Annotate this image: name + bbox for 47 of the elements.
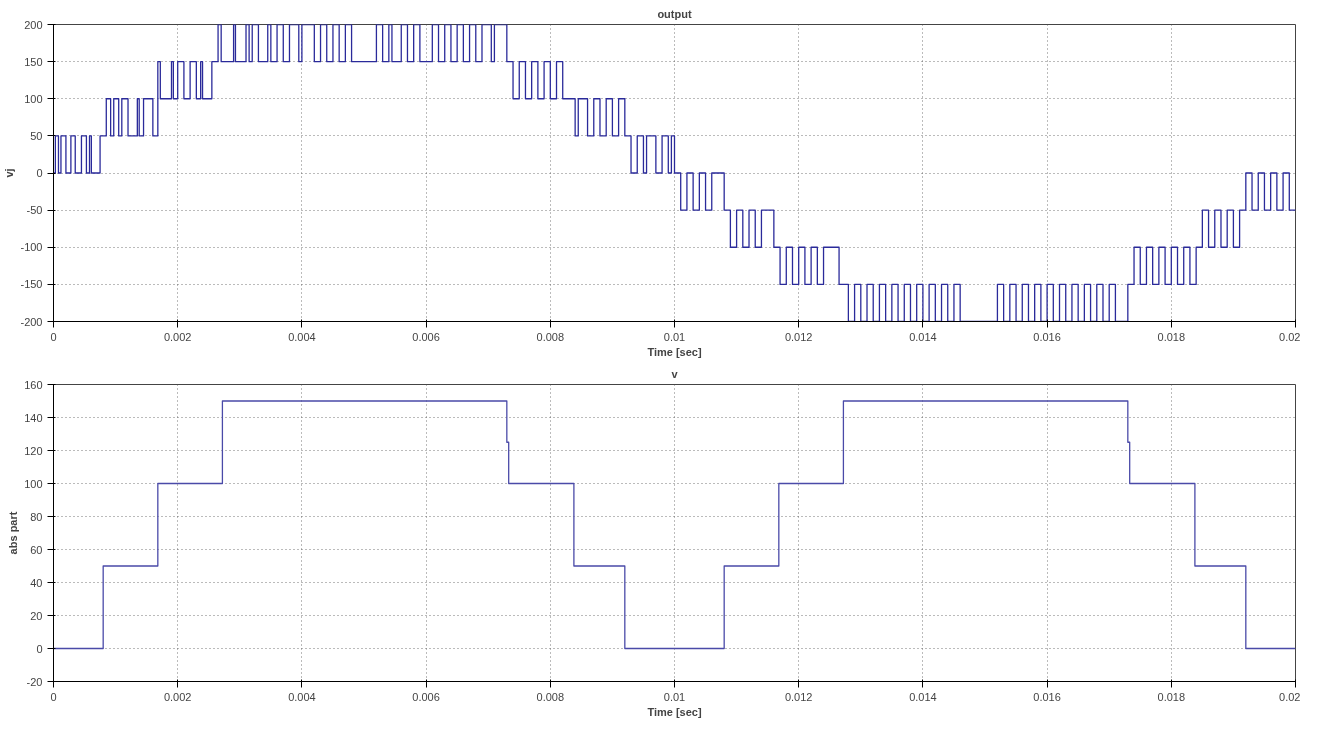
y-tick-label: 50 [30, 129, 43, 142]
x-tick-label: 0.004 [288, 690, 316, 703]
x-tick-label: 0.012 [784, 330, 813, 343]
x-tick-label: 0.008 [536, 330, 565, 343]
y-tick-label: -150 [20, 278, 43, 291]
chart-title: output [657, 7, 692, 20]
y-axis-title: vj [3, 168, 16, 178]
y-tick-label: 60 [30, 543, 43, 556]
y-tick-label: -50 [26, 204, 43, 217]
y-tick-label: 0 [36, 167, 43, 179]
x-tick-label: 0.01 [663, 690, 686, 703]
x-tick-label: 0.014 [909, 330, 937, 343]
y-tick-label: 160 [24, 378, 43, 391]
x-tick-label: 0 [50, 690, 57, 703]
x-axis-title: Time [sec] [647, 705, 702, 718]
x-tick-label: 0.02 [1279, 330, 1301, 343]
x-tick-label: 0.012 [784, 690, 813, 703]
y-tick-label: 200 [24, 18, 43, 31]
x-tick-label: 0.004 [288, 330, 316, 343]
x-tick-label: 0.006 [412, 330, 440, 343]
y-tick-label: -100 [20, 241, 43, 254]
x-tick-label: 0.018 [1157, 330, 1186, 343]
x-tick-label: 0 [50, 330, 57, 343]
x-tick-label: 0.018 [1157, 690, 1186, 703]
y-tick-label: 140 [24, 411, 43, 424]
x-tick-label: 0.016 [1033, 690, 1061, 703]
x-tick-label: 0.016 [1033, 330, 1061, 343]
y-tick-label: 40 [30, 576, 43, 589]
x-tick-label: 0.02 [1279, 690, 1301, 703]
x-tick-label: 0.01 [663, 330, 686, 343]
y-tick-label: -20 [26, 675, 43, 688]
x-axis-title: Time [sec] [647, 345, 702, 358]
y-tick-label: 100 [24, 477, 43, 490]
y-tick-label: 20 [30, 609, 43, 622]
x-tick-label: 0.006 [412, 690, 440, 703]
y-axis-title: abs part [7, 511, 20, 555]
x-tick-label: 0.002 [163, 690, 192, 703]
x-tick-label: 0.014 [909, 690, 937, 703]
y-tick-label: 150 [24, 55, 43, 68]
y-tick-label: -200 [20, 315, 43, 328]
y-tick-label: 100 [24, 92, 43, 105]
y-tick-label: 120 [24, 444, 43, 457]
y-tick-label: 0 [36, 642, 43, 655]
x-tick-label: 0.008 [536, 690, 565, 703]
y-tick-label: 80 [30, 510, 43, 523]
x-tick-label: 0.002 [163, 330, 192, 343]
chart-title: v [671, 367, 679, 380]
